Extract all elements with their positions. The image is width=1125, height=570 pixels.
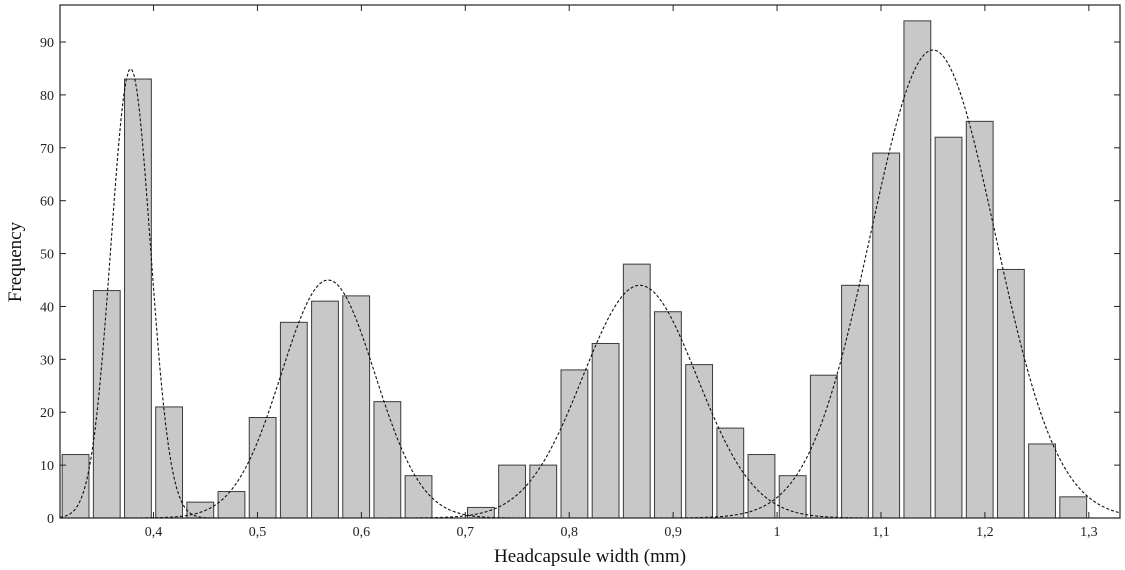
histogram-bar bbox=[529, 464, 558, 519]
y-tick-label: 40 bbox=[40, 300, 54, 315]
y-tick-label: 70 bbox=[40, 142, 54, 157]
histogram-bar bbox=[872, 152, 901, 519]
y-tick-label: 0 bbox=[47, 512, 54, 527]
x-tick-label: 0,7 bbox=[457, 525, 475, 540]
x-tick-label: 0,4 bbox=[145, 525, 163, 540]
y-tick-label: 80 bbox=[40, 89, 54, 104]
histogram-bar bbox=[841, 284, 869, 519]
histogram-bar bbox=[124, 78, 152, 519]
histogram-bar bbox=[404, 475, 433, 519]
histogram-bar bbox=[654, 311, 682, 519]
y-tick-label: 10 bbox=[40, 459, 54, 474]
x-tick-label: 1,2 bbox=[976, 525, 994, 540]
plot-frame bbox=[59, 4, 1121, 519]
histogram-bar bbox=[560, 369, 589, 519]
histogram-bar bbox=[1028, 443, 1056, 519]
y-tick-label: 20 bbox=[40, 406, 54, 421]
ticks-layer: 0,4 0,5 0,6 0,7 0,8 0,9 1 1,1 1,2 1,3 0 10 20 30 40 50 6… bbox=[40, 5, 1120, 540]
histogram-bar bbox=[61, 454, 90, 519]
histogram-bar bbox=[1059, 496, 1088, 519]
y-tick-label: 90 bbox=[40, 36, 54, 51]
histogram-bar bbox=[685, 364, 714, 519]
histogram-bar bbox=[716, 427, 745, 519]
histogram-bar bbox=[311, 300, 339, 519]
histogram-bar bbox=[279, 321, 308, 519]
histogram-bar bbox=[747, 454, 776, 519]
y-axis-title: Frequency bbox=[5, 221, 26, 302]
histogram-bar bbox=[965, 120, 994, 519]
y-tick-label: 30 bbox=[40, 353, 54, 368]
histogram-bar bbox=[342, 295, 371, 519]
histogram-bar bbox=[373, 401, 402, 519]
histogram-bar bbox=[903, 20, 932, 519]
histogram-bar bbox=[155, 406, 184, 519]
x-tick-label: 1,1 bbox=[872, 525, 890, 540]
x-tick-label: 1 bbox=[774, 525, 781, 540]
histogram-bar bbox=[622, 263, 651, 519]
histogram-bar bbox=[248, 417, 277, 519]
bars-layer bbox=[61, 20, 1088, 519]
x-tick-label: 1,3 bbox=[1080, 525, 1098, 540]
x-tick-label: 0,5 bbox=[249, 525, 267, 540]
histogram-bar bbox=[996, 268, 1025, 519]
x-tick-label: 0,9 bbox=[664, 525, 682, 540]
x-axis-title: Headcapsule width (mm) bbox=[494, 546, 686, 567]
y-tick-label: 60 bbox=[40, 195, 54, 210]
histogram-bar bbox=[934, 136, 963, 519]
x-tick-label: 0,6 bbox=[353, 525, 371, 540]
x-tick-label: 0,8 bbox=[560, 525, 578, 540]
histogram-bar bbox=[217, 491, 246, 519]
y-tick-label: 50 bbox=[40, 248, 54, 263]
histogram-bar bbox=[186, 501, 215, 519]
histogram-bar bbox=[591, 342, 620, 519]
histogram-bar bbox=[809, 374, 838, 519]
